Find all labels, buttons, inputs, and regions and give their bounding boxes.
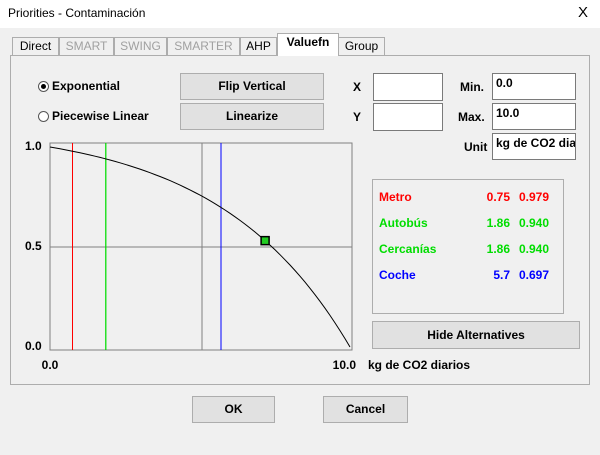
radio-button[interactable]: [38, 81, 49, 92]
radio-label[interactable]: Piecewise Linear: [52, 109, 149, 123]
tab[interactable]: Valuefn: [277, 33, 339, 56]
radio-button[interactable]: [38, 111, 49, 122]
value-curve: [49, 146, 351, 348]
window-title: Priorities - Contaminación: [8, 6, 146, 20]
x-label: X: [353, 80, 362, 94]
alt-value: 0.75: [486, 190, 510, 204]
x-tick-label: 0.0: [42, 358, 59, 372]
ok-button[interactable]: OK: [192, 396, 275, 423]
alt-score: 0.697: [518, 268, 549, 282]
x-tick-label: 10.0: [333, 358, 357, 372]
close-button[interactable]: X: [578, 4, 589, 21]
alt-score: 0.940: [518, 242, 549, 256]
alt-score: 0.940: [518, 216, 549, 230]
alt-value: 5.7: [493, 268, 510, 282]
alternatives-box: [372, 179, 564, 314]
linearize-button[interactable]: Linearize: [180, 103, 324, 130]
y-tick-label: 0.0: [25, 339, 42, 353]
alt-score: 0.979: [518, 190, 549, 204]
y-tick-label: 0.5: [25, 239, 42, 253]
x-input[interactable]: [373, 73, 443, 101]
flip-button[interactable]: Flip Vertical: [180, 73, 324, 100]
min-label: Min.: [460, 80, 484, 94]
min-input[interactable]: 0.0: [492, 73, 576, 100]
tab[interactable]: AHP: [240, 37, 277, 55]
tab[interactable]: Direct: [12, 37, 59, 55]
alt-name: Metro: [379, 190, 412, 204]
alt-value: 1.86: [486, 216, 510, 230]
alt-value: 1.86: [486, 242, 510, 256]
tab[interactable]: Group: [338, 37, 385, 55]
hide-alternatives-button[interactable]: Hide Alternatives: [372, 321, 580, 349]
y-input[interactable]: [373, 103, 443, 131]
unit-label: Unit: [464, 140, 488, 154]
control-point: [260, 235, 270, 246]
title-bar: [0, 0, 600, 28]
tab[interactable]: SMART: [59, 37, 114, 55]
unit-input[interactable]: kg de CO2 dia: [492, 133, 576, 160]
max-label: Max.: [458, 110, 485, 124]
y-tick-label: 1.0: [25, 139, 42, 153]
alt-name: Autobús: [379, 216, 428, 230]
radio-label[interactable]: Exponential: [52, 79, 121, 93]
tab[interactable]: SWING: [114, 37, 167, 55]
cancel-button[interactable]: Cancel: [323, 396, 408, 423]
alt-name: Coche: [379, 268, 416, 282]
y-label: Y: [353, 110, 362, 124]
alt-name: Cercanías: [379, 242, 437, 256]
x-unit-label: kg de CO2 diarios: [368, 358, 470, 372]
tab[interactable]: SMARTER: [167, 37, 240, 55]
max-input[interactable]: 10.0: [492, 103, 576, 130]
